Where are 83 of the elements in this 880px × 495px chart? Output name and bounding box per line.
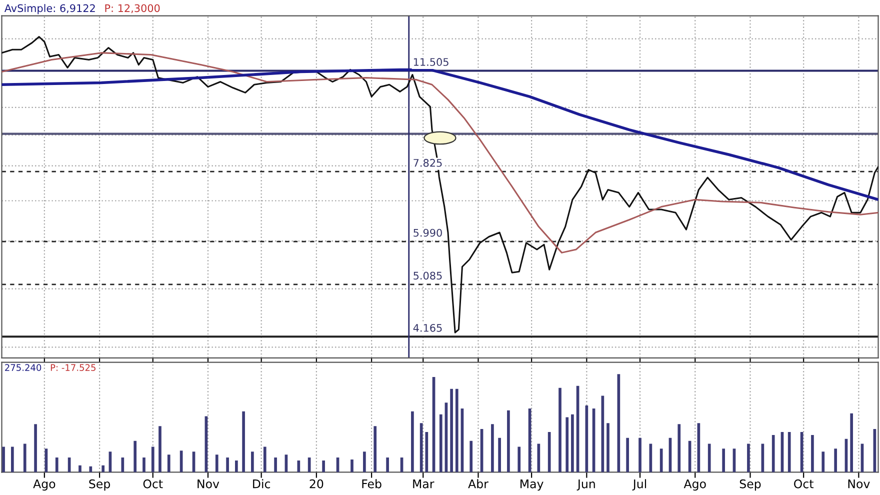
bar — [23, 444, 26, 472]
bar — [638, 438, 642, 472]
bar — [850, 413, 853, 472]
bar — [708, 444, 711, 472]
bar — [322, 460, 325, 472]
x-tick-label: Ago — [684, 480, 706, 491]
bar — [121, 458, 124, 472]
bar — [566, 417, 569, 472]
bar — [439, 414, 442, 472]
bar — [158, 426, 162, 472]
bar — [722, 448, 725, 472]
bar — [167, 454, 170, 472]
x-tick-label: Ago — [33, 480, 56, 491]
text: P: 12,3000 — [105, 4, 160, 14]
bar — [102, 465, 105, 472]
bar — [242, 411, 245, 472]
bar — [411, 411, 414, 472]
bar — [420, 423, 423, 472]
bar — [386, 458, 389, 472]
x-tick-label: Abr — [468, 479, 488, 488]
bar — [274, 458, 277, 472]
ref-line-label: 11.505 — [414, 58, 448, 66]
bar — [226, 458, 229, 472]
bar — [498, 438, 501, 472]
bar — [251, 452, 254, 472]
x-tick-label: Sep — [740, 479, 761, 491]
bar — [747, 444, 750, 472]
bar — [142, 458, 146, 472]
x-tick-label: Nov — [198, 480, 220, 488]
bar — [507, 410, 510, 472]
ref-line-label: 4.165 — [413, 324, 442, 332]
bar — [89, 466, 92, 472]
bar — [151, 446, 154, 472]
bar — [491, 424, 494, 472]
bar — [263, 446, 266, 472]
bar — [822, 452, 825, 472]
x-tick-label: Sep — [89, 479, 110, 491]
bar — [308, 458, 311, 472]
x-tick-label: Jul — [632, 479, 646, 491]
x-tick-label: Dic — [253, 479, 270, 488]
bar — [660, 448, 663, 472]
x-tick-label: Jun — [576, 480, 595, 491]
x-tick-label: May — [520, 480, 544, 491]
bar — [678, 424, 681, 472]
bar — [350, 459, 354, 472]
bar — [11, 446, 14, 472]
bar — [425, 432, 428, 472]
text: AvSimple: 6,9122 — [4, 4, 95, 14]
bar — [455, 388, 458, 472]
x-tick-label: Oct — [143, 479, 163, 488]
bar — [548, 432, 551, 472]
bar — [450, 388, 453, 472]
x-tick-label: 20 — [310, 479, 324, 488]
bar — [134, 440, 137, 472]
bar — [215, 454, 218, 472]
ref-line-label: 5.990 — [414, 228, 442, 237]
x-tick-label: Oct — [794, 479, 814, 488]
bar — [55, 458, 58, 472]
bar — [788, 432, 791, 472]
bar — [834, 448, 837, 472]
bar — [374, 426, 377, 472]
bar — [811, 434, 814, 472]
bar — [606, 423, 610, 472]
ref-line-label: 7.825 — [414, 158, 442, 167]
bar — [626, 438, 629, 472]
x-tick-label: Mar — [413, 480, 434, 488]
x-tick-label: Nov — [848, 480, 870, 488]
x-tick-label: Feb — [362, 479, 382, 488]
text: 275.240 — [5, 364, 42, 371]
ref-line-label: 5.085 — [414, 272, 442, 280]
bar — [518, 446, 521, 472]
bar — [2, 446, 5, 472]
bar — [363, 452, 366, 472]
bar — [772, 434, 775, 472]
bar — [558, 388, 562, 472]
bar — [537, 444, 540, 472]
bar — [78, 465, 82, 472]
bar — [34, 424, 37, 472]
bar — [571, 414, 574, 472]
bar — [235, 460, 238, 472]
text: P: -17.525 — [50, 364, 96, 371]
bar — [470, 440, 473, 472]
bar — [297, 460, 300, 472]
